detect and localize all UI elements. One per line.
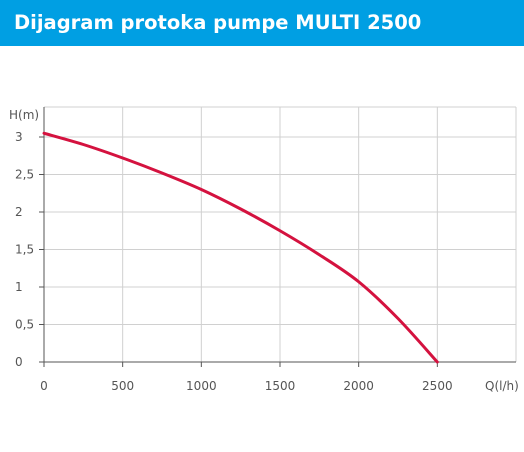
chart-series — [42, 131, 439, 364]
x-tick-label: 1500 — [265, 379, 296, 393]
y-tick-label: 2 — [15, 205, 23, 219]
y-tick-label: 1 — [15, 280, 23, 294]
y-tick-label: 0,5 — [15, 318, 34, 332]
chart-tick-labels: 0 0,5 1 1,5 2 2,5 3 0 500 1000 1500 2000 2500 — [15, 130, 453, 393]
y-tick-label: 3 — [15, 130, 23, 144]
x-tick-label: 1000 — [186, 379, 217, 393]
x-tick-label: 0 — [40, 379, 48, 393]
pump-curve-line — [42, 131, 439, 364]
y-tick-label: 2,5 — [15, 168, 34, 182]
x-tick-label: 500 — [111, 379, 134, 393]
page-title: Dijagram protoka pumpe MULTI 2500 — [14, 11, 422, 34]
y-tick-label: 0 — [15, 355, 23, 369]
x-tick-label: 2500 — [422, 379, 453, 393]
y-axis-label: H(m) — [9, 108, 39, 122]
y-tick-label: 1,5 — [15, 243, 34, 257]
x-axis-label: Q(l/h) — [485, 379, 519, 393]
x-tick-label: 2000 — [343, 379, 374, 393]
chart-grid — [44, 106, 517, 362]
chart-axes — [39, 107, 516, 367]
title-bar: Dijagram protoka pumpe MULTI 2500 — [0, 0, 524, 46]
